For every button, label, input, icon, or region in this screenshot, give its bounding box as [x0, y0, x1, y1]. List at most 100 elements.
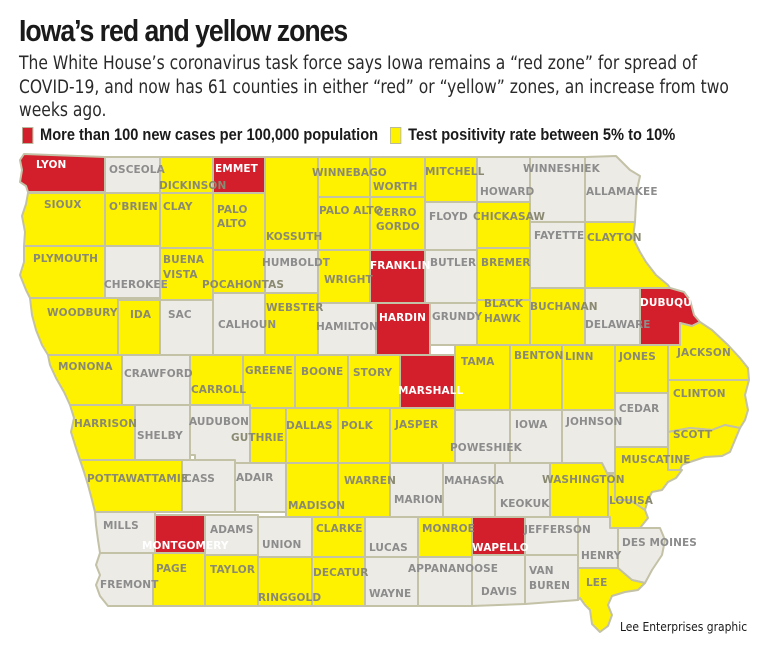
label-adams: ADAMS [210, 524, 253, 536]
yellow-swatch-icon [390, 126, 402, 144]
label-howard: HOWARD [480, 186, 535, 198]
label-calhoun: CALHOUN [218, 319, 276, 331]
county-franklin [369, 249, 426, 304]
label-osceola: OSCEOLA [109, 164, 166, 176]
label-buena-vista-1: BUENA [163, 254, 205, 266]
label-palo-alto-2: ALTO [217, 218, 247, 230]
county-carroll [189, 354, 244, 406]
label-plymouth: PLYMOUTH [33, 253, 98, 265]
label-mahaska: MAHASKA [444, 475, 505, 487]
county-mitchell [424, 156, 478, 203]
label-carroll: CARROLL [191, 384, 246, 396]
label-obrien: O'BRIEN [109, 201, 158, 213]
label-fayette: FAYETTE [534, 230, 584, 242]
label-jasper: JASPER [394, 419, 438, 431]
label-ringgold: RINGGOLD [258, 592, 321, 604]
legend-label-yellow: Test positivity rate between 5% to 10% [408, 125, 676, 144]
legend-item-yellow: Test positivity rate between 5% to 10% [390, 125, 675, 145]
label-franklin: FRANKLIN [370, 260, 431, 272]
label-iowa: IOWA [515, 419, 548, 431]
county-taylor [204, 554, 259, 607]
county-bremer [476, 247, 531, 301]
label-adair: ADAIR [236, 472, 273, 484]
label-jackson: JACKSON [676, 347, 731, 359]
label-winneshiek: WINNESHIEK [523, 163, 601, 175]
county-harrison [69, 404, 136, 461]
county-page [152, 552, 206, 607]
label-van-buren-2: BUREN [529, 580, 570, 592]
county-tama [454, 344, 511, 411]
label-kossuth: KOSSUTH [266, 231, 322, 243]
label-lucas: LUCAS [369, 542, 408, 554]
label-marion: MARION [394, 494, 443, 506]
label-pocahontas: POCAHONTAS [202, 279, 284, 291]
label-hancock: PALO ALTO [319, 205, 383, 217]
label-emmet: EMMET [215, 163, 259, 175]
label-warren: WARREN [344, 475, 396, 487]
label-allamakee: ALLAMAKEE [586, 186, 658, 198]
label-dickinson: DICKINSON [159, 180, 226, 192]
label-johnson: JOHNSON [565, 416, 622, 428]
county-labels: LYON OSCEOLA DICKINSON EMMET KOSSUTH WIN… [33, 159, 731, 604]
label-harrison: HARRISON [74, 418, 137, 430]
label-appanoose: APPANANOOSE [408, 563, 498, 575]
label-shelby: SHELBY [137, 430, 183, 442]
county-washington [549, 462, 609, 518]
county-boone [294, 354, 349, 409]
label-delaware: DELAWARE [585, 319, 651, 331]
county-polk [337, 407, 391, 464]
label-cass: CASS [184, 473, 215, 485]
county-crawford [121, 354, 191, 406]
label-crawford: CRAWFORD [124, 368, 193, 380]
label-clarke: CLARKE [316, 523, 363, 535]
label-page: PAGE [156, 563, 187, 575]
label-lyon: LYON [36, 159, 66, 171]
label-cerro-gordo-2: GORDO [376, 221, 420, 233]
label-hardin: HARDIN [379, 312, 426, 324]
county-dallas [285, 407, 339, 464]
label-bremer: BREMER [481, 257, 531, 269]
label-story: STORY [353, 367, 393, 379]
label-fremont: FREMONT [100, 579, 159, 591]
county-warren [337, 462, 391, 518]
label-polk: POLK [341, 420, 374, 432]
label-winnebago: WINNEBAGO [312, 167, 387, 179]
label-humboldt: HUMBOLDT [262, 257, 331, 269]
county-buchanan [529, 287, 586, 346]
label-boone: BOONE [301, 366, 343, 378]
label-jefferson: JEFFERSON [523, 524, 591, 536]
label-clayton: CLAYTON [587, 232, 642, 244]
label-hamilton: HAMILTON [316, 321, 378, 333]
label-greene: GREENE [245, 365, 293, 377]
label-washington: WASHINGTON [542, 474, 625, 486]
county-marion [389, 462, 444, 518]
page-title: Iowa’s red and yellow zones [19, 13, 348, 48]
red-swatch-icon [22, 126, 34, 144]
label-sac: SAC [168, 309, 192, 321]
label-lee: LEE [586, 577, 607, 589]
label-jones: JONES [618, 351, 656, 363]
label-louisa: LOUISA [609, 495, 654, 507]
label-davis: DAVIS [481, 586, 517, 598]
label-worth: WORTH [373, 181, 418, 193]
county-cass [181, 459, 236, 513]
label-montgomery: MONTGOMERY [142, 540, 229, 552]
label-muscatine: MUSCATINE [621, 454, 690, 466]
label-tama: TAMA [461, 356, 495, 368]
label-wright: WRIGHT [324, 274, 373, 286]
county-marshall [399, 354, 456, 409]
label-chickasaw: CHICKASAW [473, 211, 545, 223]
label-clinton: CLINTON [673, 388, 726, 400]
label-wapello: WAPELLO [472, 542, 529, 554]
label-webster: WEBSTER [266, 302, 323, 314]
label-monroe: MONROE [422, 523, 475, 535]
label-black-hawk-2: HAWK [484, 313, 521, 325]
label-scott: SCOTT [673, 429, 713, 441]
county-hardin [375, 302, 431, 356]
legend-item-red: More than 100 new cases per 100,000 popu… [22, 125, 378, 145]
subtitle: The White House’s coronavirus task force… [19, 53, 729, 121]
county-cedar [614, 392, 669, 448]
label-dallas: DALLAS [286, 420, 333, 432]
label-wayne: WAYNE [369, 588, 411, 600]
